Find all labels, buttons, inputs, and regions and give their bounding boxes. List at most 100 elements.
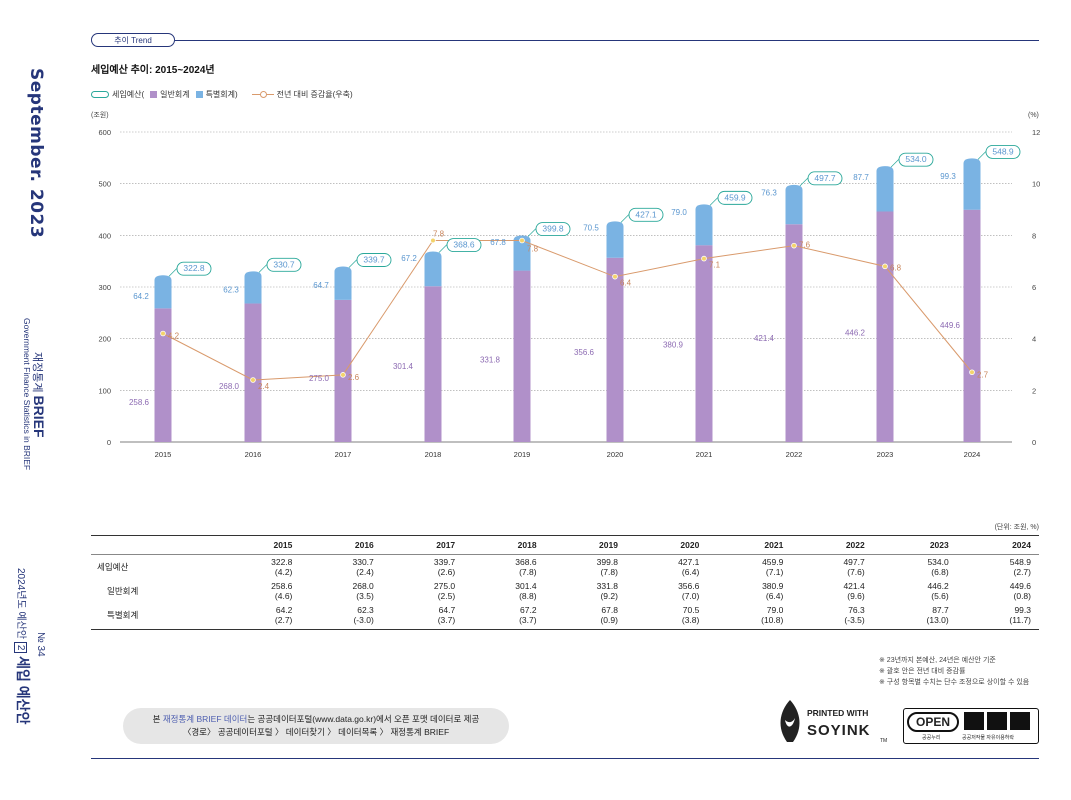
table-cell-value: 76.3 [848, 605, 865, 615]
table-cell-value: 64.2 [275, 605, 293, 615]
table-header-year: 2018 [463, 535, 545, 555]
bar-special [154, 275, 172, 309]
side-issue-number: № 34 [35, 632, 46, 657]
total-leader-line [527, 228, 537, 237]
table-cell-change: (5.6) [931, 591, 949, 601]
table-cell-change: (6.8) [931, 567, 949, 577]
y-tick-label: 0 [107, 438, 111, 447]
total-leader-line [620, 214, 630, 223]
banner-line-1: 본 재정통계 BRIEF 데이터는 공공데이터포털(www.data.go.kr… [123, 713, 509, 726]
table-cell-change: (7.8) [600, 567, 618, 577]
open-caption: 공공저작물 자유이용허락 [962, 735, 1014, 741]
table-row: 일반회계 258.6 (4.6) 268.0 (3.5) 275.0 (2.5) 301.4(… [91, 579, 1039, 603]
general-value-label: 301.4 [393, 362, 414, 371]
table-header-year: 2015 [219, 535, 301, 555]
table-cell: 67.2 (3.7) [463, 603, 545, 630]
table-row-label: 세입예산 [97, 562, 129, 572]
table-cell: 339.7 (2.6) [382, 555, 463, 580]
table-header-blank [91, 535, 219, 555]
rate-point [340, 372, 346, 378]
special-value-label: 67.8 [490, 238, 506, 247]
table-cell-value: 534.0 [927, 557, 949, 567]
general-value-label: 421.4 [754, 334, 775, 343]
bar-general [244, 303, 262, 442]
soy-tm: TM [880, 738, 888, 744]
table-cell: 449.6 (0.8) [957, 579, 1039, 603]
total-value-label: 459.9 [724, 192, 746, 202]
legend-total: 세입예산( [91, 89, 144, 100]
table-cell: 399.8 (7.8) [545, 555, 626, 580]
table-cell: 70.5 (3.8) [625, 603, 708, 630]
table-cell: 548.9 (2.7) [957, 555, 1039, 580]
table-cell-value: 368.6 [515, 557, 537, 567]
bar-special [334, 266, 352, 300]
table-header-year: 2022 [791, 535, 873, 555]
rate-point [519, 237, 525, 244]
y2-tick-label: 12 [1032, 128, 1040, 137]
special-value-label: 76.3 [761, 189, 777, 198]
table-cell-value: 497.7 [843, 557, 865, 567]
table-cell-change: (2.4) [356, 567, 374, 577]
table-cell: 87.7 (13.0) [872, 603, 957, 630]
table-cell-value: 459.9 [762, 557, 784, 567]
table-cell: 330.7 (2.4) [300, 555, 381, 580]
special-value-label: 99.3 [940, 172, 956, 181]
legend-special-swatch [195, 91, 203, 98]
total-value-box [535, 222, 571, 236]
table-cell-change: (9.6) [847, 591, 865, 601]
legend-total-swatch [91, 91, 109, 98]
bar-special [513, 235, 531, 271]
table-row-label: 일반회계 [107, 586, 139, 596]
total-leader-line [438, 244, 448, 253]
table-cell-change: (4.6) [274, 591, 293, 601]
table-cell-value: 62.3 [357, 605, 374, 615]
y2-tick-label: 10 [1032, 180, 1040, 189]
table-cell-change: (7.0) [681, 591, 700, 601]
open-icons [964, 712, 1030, 730]
table-header-year: 2021 [707, 535, 792, 555]
bar-general [876, 211, 894, 442]
rate-line [162, 240, 973, 381]
rate-point [160, 330, 166, 337]
left-axis-unit: (조원) [91, 110, 109, 119]
table-cell-change: (3.5) [356, 591, 374, 601]
total-value-label: 548.9 [992, 146, 1014, 156]
rate-point [969, 369, 975, 376]
x-tick-label: 2016 [245, 450, 262, 459]
table-cell-value: 330.7 [352, 557, 374, 567]
table-row: 세입예산 322.8 (4.2) 330.7 (2.4) 339.7 (2.6) 368.6(… [91, 555, 1039, 580]
section-tag: 추이 Trend [91, 33, 175, 47]
rate-point [882, 263, 888, 270]
table-cell-change: (10.8) [761, 615, 784, 625]
table-header-year: 2024 [956, 535, 1039, 555]
special-value-label: 62.3 [223, 285, 239, 294]
table-cell: 380.9 (6.4) [707, 579, 791, 603]
attribution-icon [964, 712, 984, 730]
bar-special [963, 158, 981, 210]
bar-special [424, 251, 442, 287]
total-leader-line [799, 177, 809, 187]
general-value-label: 275.0 [309, 374, 330, 383]
rate-value-label: 7.8 [527, 245, 539, 254]
general-value-label: 268.0 [219, 382, 240, 391]
table-cell: 368.6 (7.8) [463, 555, 544, 580]
table-header-year: 2017 [381, 535, 464, 555]
banner-post: 는 공공데이터포털(www.data.go.kr)에서 오픈 포맷 데이터로 제… [247, 714, 480, 724]
bar-general [963, 209, 981, 442]
table-cell-change: (9.2) [600, 591, 618, 601]
table-cell: 62.3 (-3.0) [300, 603, 382, 630]
total-leader-line [709, 197, 719, 206]
table-cell: 427.1 (6.4) [626, 555, 707, 580]
y2-tick-label: 6 [1032, 283, 1036, 292]
side-issue-box: 2 [14, 641, 27, 654]
bar-special [244, 271, 262, 304]
table-cell-value: 380.9 [762, 581, 784, 591]
table-header-year: 2020 [625, 535, 708, 555]
special-value-label: 79.0 [671, 208, 687, 217]
total-value-label: 368.6 [453, 240, 475, 250]
rate-point [250, 377, 256, 383]
total-value-label: 497.7 [814, 173, 836, 183]
table-cell-change: (13.0) [926, 615, 949, 625]
bar-general [695, 245, 713, 442]
table-cell-value: 67.2 [520, 605, 537, 615]
